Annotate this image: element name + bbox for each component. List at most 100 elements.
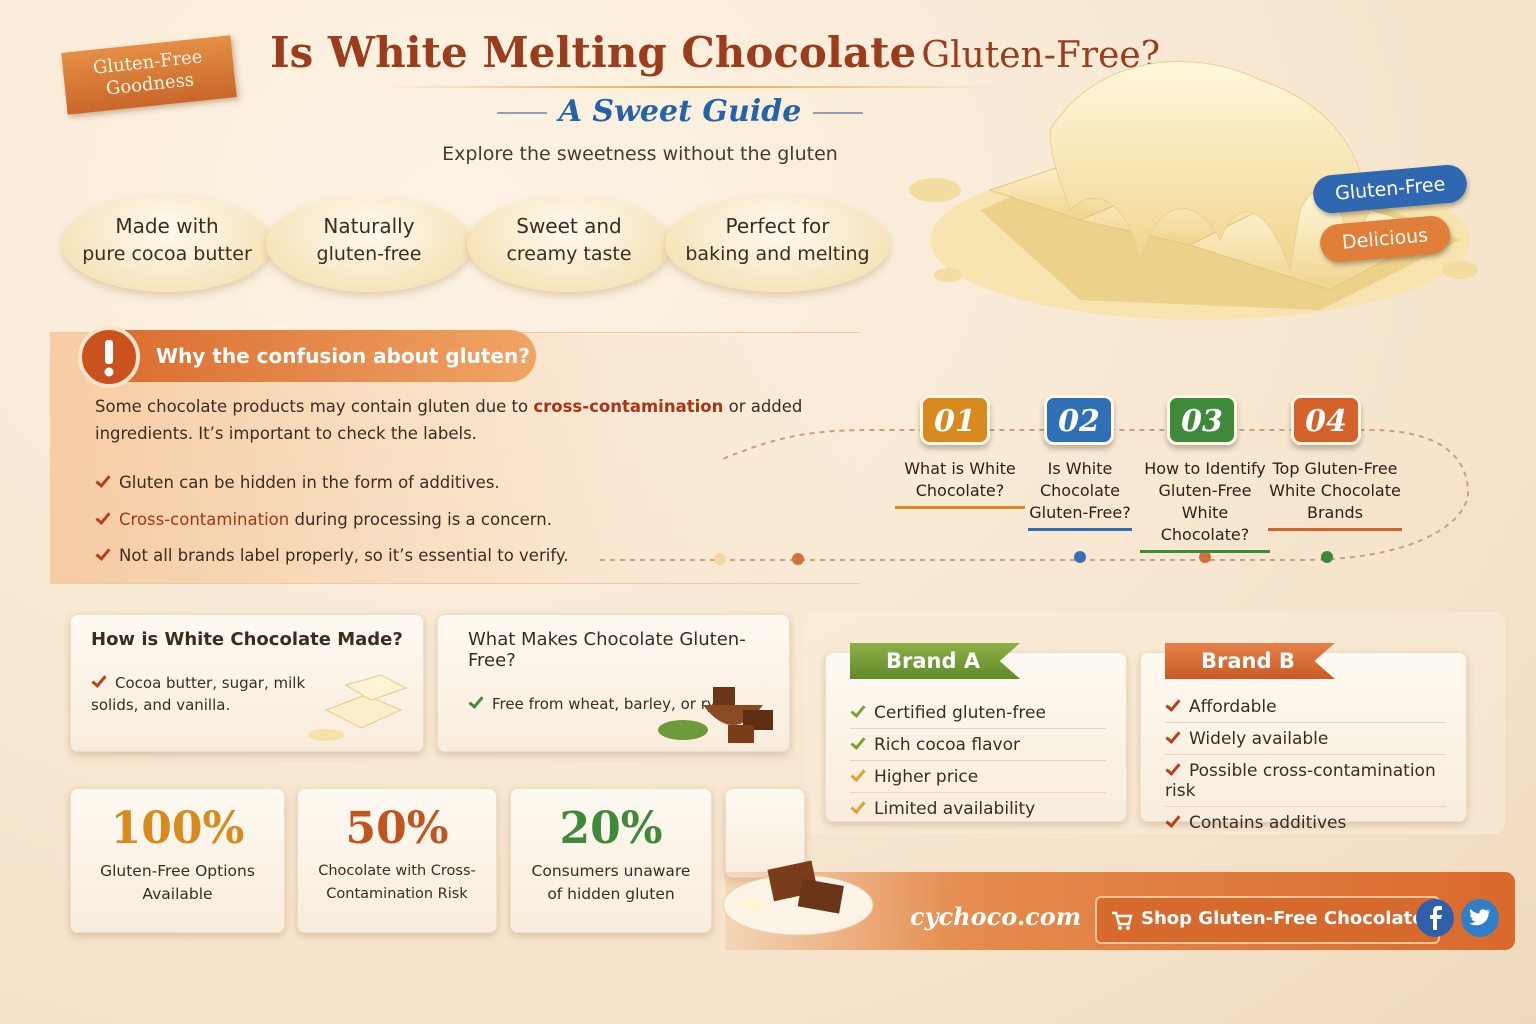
card-item-text: Cocoa butter, sugar, milk solids, and va… (91, 674, 306, 714)
brand-item: Possible cross-contamination risk (1165, 755, 1446, 807)
brand-card: Brand A Certified gluten-free Rich cocoa… (825, 643, 1127, 824)
stat-label: Consumers unaware of hidden gluten (531, 862, 691, 903)
stat-label: Gluten-Free Options Available (100, 862, 255, 903)
brand-item: Higher price (850, 761, 1106, 793)
alert-icon (78, 326, 140, 388)
info-card: How is White Chocolate Made? Cocoa butte… (70, 614, 424, 752)
brand-card: Brand B Affordable Widely available Poss… (1140, 643, 1467, 833)
feature-line: Made with (115, 214, 219, 238)
check (850, 734, 866, 750)
brand-item-text: Affordable (1189, 697, 1277, 717)
site-url: cychoco.com (910, 902, 1082, 931)
feature-line: baking and melting (685, 243, 870, 265)
card-title: How is White Chocolate Made? (91, 629, 403, 650)
intro-highlight: cross-contamination (533, 397, 724, 416)
title-main: Is White Melting Chocolate (270, 28, 917, 77)
subtitle-row: A Sweet Guide (470, 94, 890, 129)
button-text: Shop Gluten-Free Chocolate (1141, 908, 1425, 929)
feature: Perfect for baking and melting (665, 196, 890, 292)
stat-value: 50% (345, 803, 449, 854)
check (1165, 760, 1181, 776)
stat-card: 50% Chocolate with Cross-Contamination Ri… (297, 788, 497, 933)
twitter-icon[interactable] (1460, 898, 1500, 938)
check (1165, 812, 1181, 828)
check (95, 545, 111, 561)
decor-card (725, 788, 805, 878)
intro-text: or added ingredients. It’s important to … (95, 397, 803, 443)
confusion-point: Cross-contamination during processing is… (95, 509, 552, 529)
card-title: What Makes Chocolate Gluten-Free? (468, 629, 746, 671)
step-number: 04 (1291, 395, 1361, 445)
brand-item-text: Rich cocoa flavor (874, 735, 1020, 755)
shop-button[interactable]: Shop Gluten-Free Chocolate (1095, 896, 1441, 944)
divider (380, 86, 1000, 88)
confusion-intro: Some chocolate products may contain glut… (95, 393, 865, 447)
stat-label: Chocolate with Cross-Contamination Risk (318, 863, 476, 902)
brand-item-text: Higher price (874, 767, 979, 787)
intro-text: Some chocolate products may contain glut… (95, 397, 529, 416)
brand-item-text: Possible cross-contamination risk (1165, 761, 1436, 801)
cocoa-image (658, 687, 773, 743)
title-tail: Gluten-Free? (921, 35, 1161, 76)
check (1165, 696, 1181, 712)
subtitle: A Sweet Guide (558, 94, 802, 129)
check (1165, 728, 1181, 744)
step-label: Top Gluten-Free White Chocolate Brands (1268, 458, 1402, 531)
stat-card: 100% Gluten-Free Options Available (70, 788, 285, 933)
step-number: 01 (920, 395, 990, 445)
brand-item: Contains additives (1165, 807, 1446, 838)
point-text: Gluten can be hidden in the form of addi… (119, 473, 500, 492)
point-highlight: Cross-contamination (119, 510, 290, 529)
feature-line: Sweet and (516, 214, 622, 238)
feature: Sweet and creamy taste (467, 196, 671, 292)
brand-item-text: Widely available (1189, 729, 1329, 749)
brand-item: Affordable (1165, 691, 1446, 723)
feature-line: creamy taste (506, 243, 632, 265)
feature-line: pure cocoa butter (82, 243, 252, 265)
tagline: Explore the sweetness without the gluten (442, 143, 838, 165)
feature-line: Naturally (323, 214, 415, 238)
brand-name: Brand A (850, 643, 1021, 679)
brand-name: Brand B (1165, 643, 1335, 679)
brand-item: Widely available (1165, 723, 1446, 755)
badge: Gluten-Free Goodness (61, 35, 237, 115)
check (850, 702, 866, 718)
chocolate-plate (722, 860, 874, 936)
stat-value: 20% (559, 803, 663, 854)
dash (496, 112, 547, 114)
point-text: Not all brands label properly, so it’s e… (119, 546, 569, 565)
point-text: during processing is a concern. (294, 510, 552, 529)
check (95, 509, 111, 525)
brand-item: Limited availability (850, 793, 1106, 824)
check (91, 672, 107, 688)
title: Is White Melting Chocolate Gluten-Free? (270, 28, 1160, 77)
confusion-heading: Why the confusion about gluten? (78, 330, 536, 382)
brand-item: Rich cocoa flavor (850, 729, 1106, 761)
brand-item-text: Limited availability (874, 799, 1036, 819)
brand-item: Certified gluten-free (850, 697, 1106, 729)
step-number: 02 (1044, 395, 1114, 445)
step-label: Is White Chocolate Gluten-Free? (1028, 458, 1132, 531)
check (850, 798, 866, 814)
card-item: Cocoa butter, sugar, milk solids, and va… (91, 672, 321, 716)
brand-item-text: Certified gluten-free (874, 703, 1046, 723)
facebook-icon[interactable] (1415, 898, 1455, 938)
check (468, 693, 484, 709)
stat-card: 20% Consumers unaware of hidden gluten (510, 788, 712, 933)
dash (813, 112, 864, 114)
info-card: What Makes Chocolate Gluten-Free? Free f… (437, 614, 790, 752)
card-item-text: Free from wheat, barley, or rye (492, 695, 725, 713)
step-number: 03 (1167, 395, 1237, 445)
timeline-path (600, 429, 1470, 565)
confusion-point: Gluten can be hidden in the form of addi… (95, 472, 500, 492)
step-label: How to Identify Gluten-Free White Chocol… (1140, 458, 1270, 553)
check (95, 472, 111, 488)
confusion-point: Not all brands label properly, so it’s e… (95, 545, 569, 565)
card-item: Free from wheat, barley, or rye (468, 693, 759, 715)
feature-line: gluten-free (316, 243, 422, 265)
feature: Made with pure cocoa butter (62, 196, 272, 292)
stat-value: 100% (110, 803, 245, 854)
brand-item-text: Contains additives (1189, 813, 1347, 833)
